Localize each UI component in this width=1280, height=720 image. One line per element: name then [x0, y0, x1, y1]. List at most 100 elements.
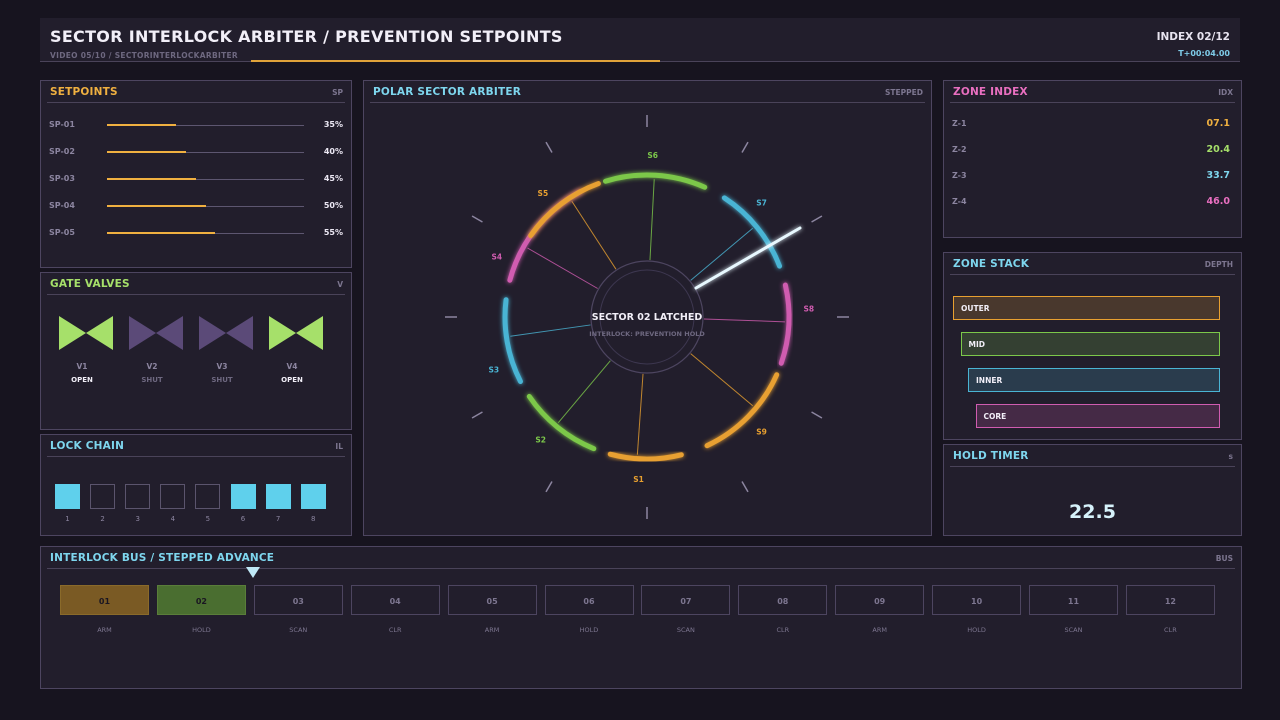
bus-cell-number: 09 — [874, 597, 886, 606]
panel-title: POLAR SECTOR ARBITER — [373, 86, 521, 98]
zone-index-label: Z-4 — [952, 197, 967, 206]
zone-stack-bar[interactable]: OUTER — [953, 296, 1220, 320]
setpoint-label: SP-05 — [49, 228, 75, 237]
setpoint-slider[interactable] — [107, 232, 304, 234]
lock-number: 3 — [135, 515, 140, 523]
bus-cell-number: 01 — [98, 597, 111, 606]
lock-number: 6 — [240, 515, 246, 523]
panel-tag: s — [1228, 452, 1233, 461]
zone-index-value: 20.4 — [1206, 144, 1230, 155]
valve-name: V2 — [146, 362, 158, 371]
zone-stack-bar[interactable]: CORE — [975, 404, 1220, 428]
zone-stack-label: MID — [968, 340, 985, 349]
gate-valve-icon[interactable] — [59, 316, 113, 350]
bus-cell[interactable]: 06 — [544, 585, 634, 615]
bus-cell-number: 07 — [680, 597, 692, 606]
zone-index-label: Z-1 — [952, 119, 967, 128]
bus-cell-number: 06 — [583, 597, 595, 606]
setpoint-fill — [107, 151, 186, 153]
bus-cell[interactable]: 09 — [835, 585, 925, 615]
lock-cell[interactable] — [300, 484, 326, 509]
zone-stack-label: OUTER — [961, 304, 990, 313]
setpoint-slider[interactable] — [107, 124, 304, 126]
setpoint-slider[interactable] — [107, 151, 304, 153]
panel-header: SETPOINTS SP — [47, 81, 345, 103]
bus-cell-label: SCAN — [676, 626, 695, 634]
panel-tag: BUS — [1215, 554, 1233, 563]
setpoint-row: SP-01 35% — [49, 120, 343, 132]
time-readout: T+00:04.00 — [1178, 49, 1230, 58]
bus-cell[interactable]: 04 — [350, 585, 440, 615]
zone-stack-bar[interactable]: MID — [960, 332, 1220, 356]
valve-name: V4 — [286, 362, 298, 371]
page-title: SECTOR INTERLOCK ARBITER / PREVENTION SE… — [50, 27, 563, 46]
bus-cell[interactable]: 12 — [1125, 585, 1215, 615]
bus-cell-label: CLR — [388, 626, 402, 634]
panel-tag: DEPTH — [1204, 260, 1233, 269]
setpoint-slider[interactable] — [107, 178, 304, 180]
gate-valve-icon[interactable] — [129, 316, 183, 350]
zone-index-label: Z-2 — [952, 145, 967, 154]
bus-cell[interactable]: 03 — [253, 585, 343, 615]
bus-cell[interactable]: 07 — [641, 585, 731, 615]
panel-title: GATE VALVES — [50, 278, 130, 290]
panel-tag: STEPPED — [885, 88, 923, 97]
zone-stack-label: INNER — [976, 376, 1003, 385]
bus-cell[interactable]: 01 — [60, 585, 149, 615]
bus-cell-number: 11 — [1067, 597, 1080, 606]
bus-cell-label: SCAN — [1064, 626, 1083, 634]
bus-cell-number: 12 — [1164, 597, 1176, 606]
setpoint-value: 45% — [323, 174, 343, 183]
panel-header: GATE VALVES V — [47, 273, 345, 295]
setpoint-value: 40% — [323, 147, 343, 156]
bus-cell[interactable]: 08 — [738, 585, 828, 615]
lock-cell[interactable] — [125, 484, 151, 509]
panel-tag: IL — [335, 442, 343, 451]
bus-cell[interactable]: 11 — [1029, 585, 1118, 615]
progress-fill — [251, 60, 660, 62]
arbiter-panel: POLAR SECTOR ARBITER STEPPED — [363, 80, 932, 536]
setpoints-panel: SETPOINTS SP SP-01 35% SP-02 40% SP-03 45% SP-… — [40, 80, 352, 268]
zone-stack-bar[interactable]: INNER — [968, 368, 1220, 392]
panel-title: ZONE INDEX — [953, 86, 1028, 98]
gate-valve-icon[interactable] — [269, 316, 323, 350]
bus-cell-label: HOLD — [579, 626, 599, 634]
panel-title: LOCK CHAIN — [50, 440, 125, 452]
header-bar — [40, 18, 1240, 62]
bus-cell-number: 04 — [389, 597, 401, 606]
gate-valve-icon[interactable] — [199, 316, 253, 350]
bus-cell-number: 02 — [195, 597, 207, 606]
bus-cell-number: 05 — [486, 597, 498, 606]
setpoint-label: SP-01 — [49, 120, 75, 129]
bus-cursor-icon — [246, 567, 260, 578]
setpoint-row: SP-02 40% — [49, 147, 343, 159]
panel-header: HOLD TIMER s — [950, 445, 1235, 467]
valve-state: OPEN — [71, 376, 93, 384]
bus-cell-label: ARM — [97, 626, 112, 634]
interlock-bus-panel: INTERLOCK BUS / STEPPED ADVANCE BUS — [40, 546, 1242, 689]
bus-cell[interactable]: 05 — [447, 585, 537, 615]
lock-cell[interactable] — [195, 484, 221, 509]
lock-cell[interactable] — [160, 484, 186, 509]
page-subtitle: VIDEO 05/10 / SECTORINTERLOCKARBITER — [50, 51, 238, 60]
bus-cell[interactable]: 10 — [932, 585, 1022, 615]
valve-name: V3 — [216, 362, 228, 371]
zone-stack-panel: ZONE STACK DEPTH — [943, 252, 1242, 440]
bus-cell-label: HOLD — [192, 626, 211, 634]
bus-cell[interactable]: 02 — [156, 585, 246, 615]
lock-cell[interactable] — [55, 484, 80, 509]
lock-cell[interactable] — [265, 484, 291, 509]
bus-cell-label: SCAN — [289, 626, 308, 634]
zone-index-value: 33.7 — [1206, 170, 1230, 181]
panel-title: INTERLOCK BUS / STEPPED ADVANCE — [50, 552, 275, 564]
bus-cell-number: 08 — [777, 597, 789, 606]
valve-name: V1 — [76, 362, 88, 371]
panel-tag: V — [337, 280, 343, 289]
panel-header: LOCK CHAIN IL — [47, 435, 345, 457]
panel-header: ZONE INDEX IDX — [950, 81, 1235, 103]
setpoint-slider[interactable] — [107, 205, 304, 207]
lock-cell[interactable] — [230, 484, 256, 509]
zone-index-label: Z-3 — [952, 171, 967, 180]
lock-cell[interactable] — [90, 484, 116, 509]
setpoint-label: SP-03 — [49, 174, 75, 183]
